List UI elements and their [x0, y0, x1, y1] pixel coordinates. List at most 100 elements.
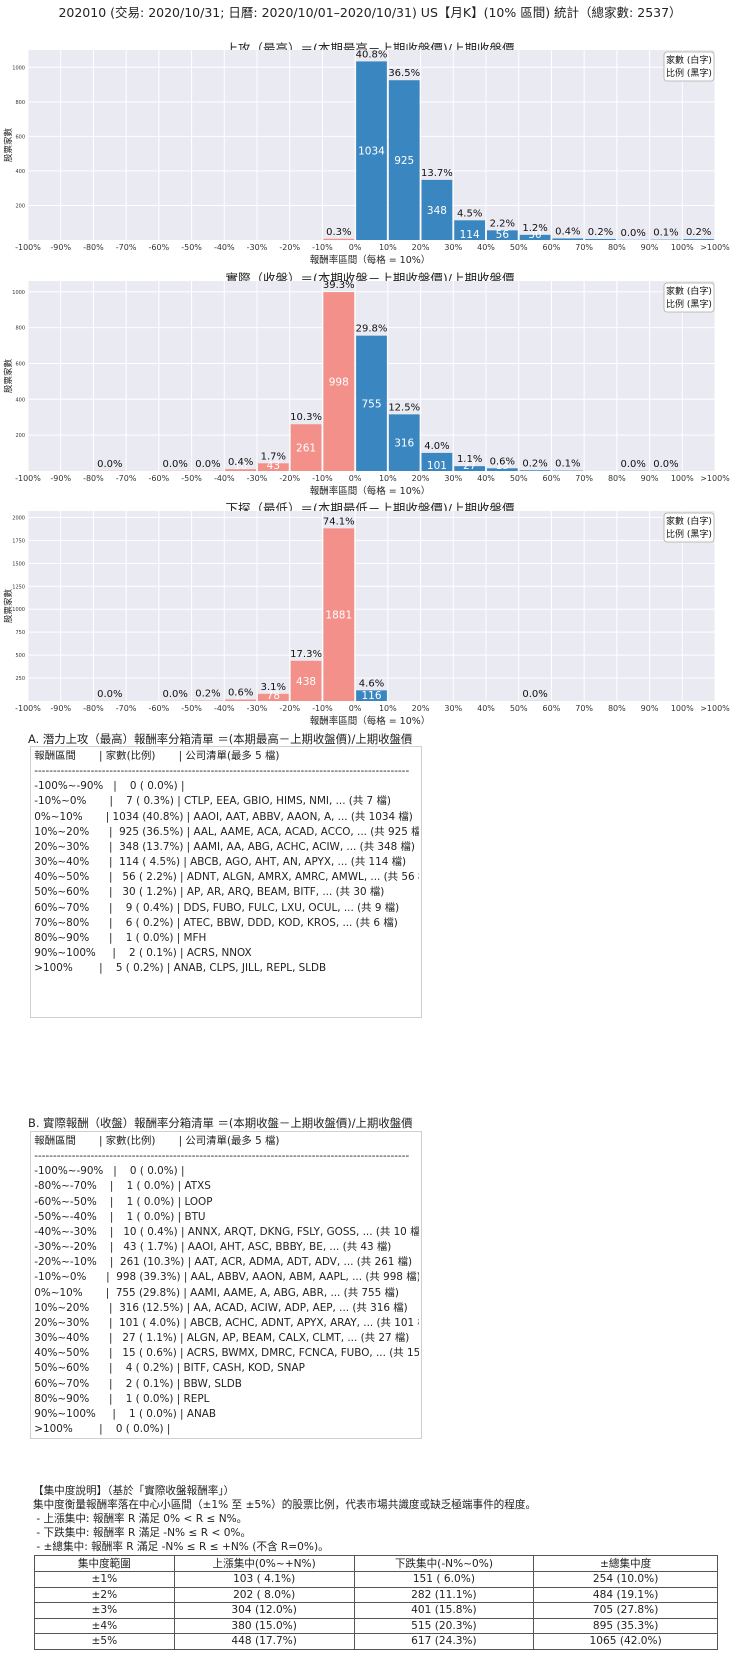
- table-cell: 304 (12.0%): [173, 1602, 355, 1619]
- table-cell: ±4%: [34, 1617, 175, 1634]
- bar-percent-label: 29.8%: [356, 324, 388, 335]
- bar-count-label: 925: [394, 155, 414, 167]
- y-axis-label: 股票家數: [3, 359, 14, 394]
- x-axis-label: 報酬率區間（每格 = 10%）: [310, 485, 431, 497]
- x-tick-label: -10%: [312, 704, 333, 713]
- x-tick-label: 100%: [671, 704, 694, 713]
- x-tick-label: 0%: [349, 243, 362, 252]
- x-tick-label: 70%: [575, 243, 593, 252]
- bar-count-label: 114: [460, 229, 480, 241]
- y-tick-label: 1750: [12, 538, 25, 544]
- table-cell: 484 (19.1%): [533, 1586, 718, 1603]
- x-tick-label: -50%: [181, 704, 202, 713]
- bar-count-label: 755: [361, 398, 381, 410]
- bar-percent-label: 0.0%: [163, 689, 188, 700]
- x-tick-label: -70%: [116, 243, 137, 252]
- table-cell: 515 (20.3%): [353, 1617, 535, 1634]
- concentration-header-row: 集中度範圍 上漲集中(0%~+N%) 下跌集中(-N%~0%) ±總集中度: [34, 1555, 718, 1572]
- bar-count-label: 316: [394, 438, 414, 450]
- list-b-title: B. 實際報酬（收盤）報酬率分箱清單 ＝(本期收盤－上期收盤價)/上期收盤價: [28, 1116, 413, 1130]
- bar-percent-label: 36.5%: [388, 68, 420, 79]
- bar-percent-label: 13.7%: [421, 168, 453, 179]
- bar-percent-label: 3.1%: [261, 682, 286, 693]
- legend-count-note: 家數 (白字): [666, 285, 712, 297]
- bar: [323, 292, 355, 471]
- table-cell: 705 (27.8%): [533, 1602, 718, 1619]
- table-cell: 282 (11.1%): [353, 1586, 535, 1603]
- bar: [290, 424, 322, 471]
- bar-percent-label: 0.6%: [228, 688, 253, 699]
- x-tick-label: 80%: [608, 704, 626, 713]
- bar-percent-label: 12.5%: [388, 402, 420, 413]
- x-tick-label: -10%: [312, 474, 333, 483]
- bar: [388, 80, 420, 241]
- x-tick-label: 50%: [510, 704, 528, 713]
- x-tick-label: 40%: [477, 704, 495, 713]
- bar-count-label: 10: [234, 460, 247, 472]
- list-a-title: A. 潛力上攻（最高）報酬率分箱清單 ＝(本期最高－上期收盤價)/上期收盤價: [28, 732, 413, 746]
- bar-count-label: 27: [463, 460, 476, 472]
- table-cell: 380 (15.0%): [173, 1617, 355, 1634]
- y-tick-label: 1000: [12, 65, 25, 71]
- x-tick-label: 90%: [641, 704, 659, 713]
- x-tick-label: 20%: [412, 474, 430, 483]
- y-tick-label: 400: [15, 169, 25, 175]
- bar: [487, 468, 518, 471]
- list-b-text: 報酬區間 | 家數(比例) | 公司清單(最多 5 檔) -----------…: [34, 1135, 419, 1435]
- y-tick-label: 1000: [12, 290, 25, 296]
- x-tick-label: 10%: [379, 474, 397, 483]
- y-tick-label: 1250: [12, 584, 25, 590]
- bar-count-label: 16: [234, 690, 248, 702]
- list-a-box: [30, 746, 422, 1018]
- x-tick-label: 40%: [477, 474, 495, 483]
- bar-percent-label: 2.2%: [490, 218, 515, 229]
- x-tick-label: 90%: [641, 474, 659, 483]
- y-tick-label: 200: [15, 433, 25, 439]
- x-tick-label: -70%: [116, 704, 137, 713]
- x-tick-label: 10%: [379, 704, 397, 713]
- x-tick-label: -60%: [149, 474, 170, 483]
- y-axis-label: 股票家數: [3, 128, 14, 163]
- legend-box: [663, 282, 715, 313]
- x-axis-label: 報酬率區間（每格 = 10%）: [310, 254, 431, 266]
- x-tick-label: 20%: [412, 243, 430, 252]
- bar: [290, 660, 322, 701]
- x-tick-label: -10%: [312, 243, 333, 252]
- bar: [454, 466, 485, 471]
- table-cell: 254 (10.0%): [533, 1571, 718, 1588]
- table-cell: ±2%: [34, 1586, 175, 1603]
- bar: [552, 238, 584, 240]
- x-tick-label: -70%: [116, 474, 137, 483]
- bar-percent-label: 40.8%: [356, 49, 388, 60]
- bar-percent-label: 0.2%: [522, 458, 547, 469]
- bar: [421, 179, 453, 240]
- x-tick-label: -100%: [15, 704, 41, 713]
- table-cell: 448 (17.7%): [173, 1633, 355, 1650]
- legend-box: [663, 512, 715, 543]
- bar: [225, 699, 256, 701]
- concentration-heading: 【集中度說明】（基於「實際收盤報酬率」）: [33, 1485, 235, 1497]
- bar-percent-label: 0.0%: [653, 459, 678, 470]
- bar: [519, 470, 551, 471]
- x-tick-label: 20%: [412, 704, 430, 713]
- legend-box: [663, 51, 715, 82]
- bar-percent-label: 0.2%: [588, 227, 613, 238]
- bar-count-label: 348: [427, 205, 447, 217]
- table-row: ±4% 380 (15.0%) 515 (20.3%) 895 (35.3%): [34, 1617, 718, 1634]
- bar-percent-label: 0.0%: [621, 459, 646, 470]
- bar-percent-label: 0.2%: [686, 227, 711, 238]
- bar-percent-label: 0.4%: [228, 457, 253, 468]
- bar: [258, 693, 289, 701]
- x-tick-label: 70%: [575, 704, 593, 713]
- x-tick-label: -100%: [15, 243, 41, 252]
- bar-count-label: 101: [427, 460, 447, 472]
- concentration-line-3: - 下跌集中: 報酬率 R 滿足 -N% ≤ R < 0%。: [33, 1527, 252, 1539]
- x-tick-label: >100%: [700, 704, 730, 713]
- bar: [421, 452, 453, 471]
- bar-count-label: 78: [267, 690, 280, 702]
- bar-percent-label: 39.3%: [323, 280, 355, 291]
- y-tick-label: 2000: [12, 515, 25, 521]
- y-tick-label: 750: [15, 630, 25, 636]
- x-tick-label: -90%: [50, 474, 71, 483]
- bar-count-label: 15: [496, 460, 509, 472]
